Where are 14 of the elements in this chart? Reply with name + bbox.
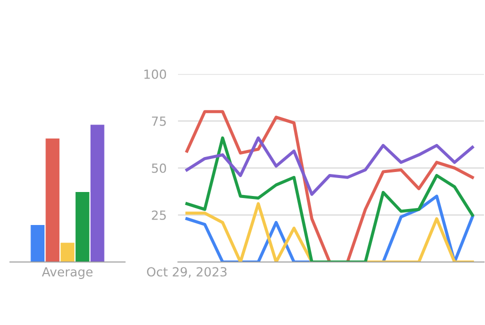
- y-tick-label: 50: [152, 163, 166, 173]
- line-series: [185, 110, 474, 262]
- bar: [90, 124, 104, 262]
- bar: [30, 224, 44, 262]
- line-series: [185, 136, 474, 262]
- line-series: [185, 136, 474, 196]
- y-tick-label: 25: [152, 210, 166, 220]
- bar: [46, 138, 60, 262]
- x-tick-label: Oct 29, 2023: [146, 267, 227, 278]
- y-tick-label: 100: [144, 69, 166, 79]
- bar: [60, 242, 74, 262]
- x-tick-label: Average: [42, 267, 92, 279]
- y-tick-label: 75: [152, 116, 166, 126]
- bar: [76, 192, 90, 262]
